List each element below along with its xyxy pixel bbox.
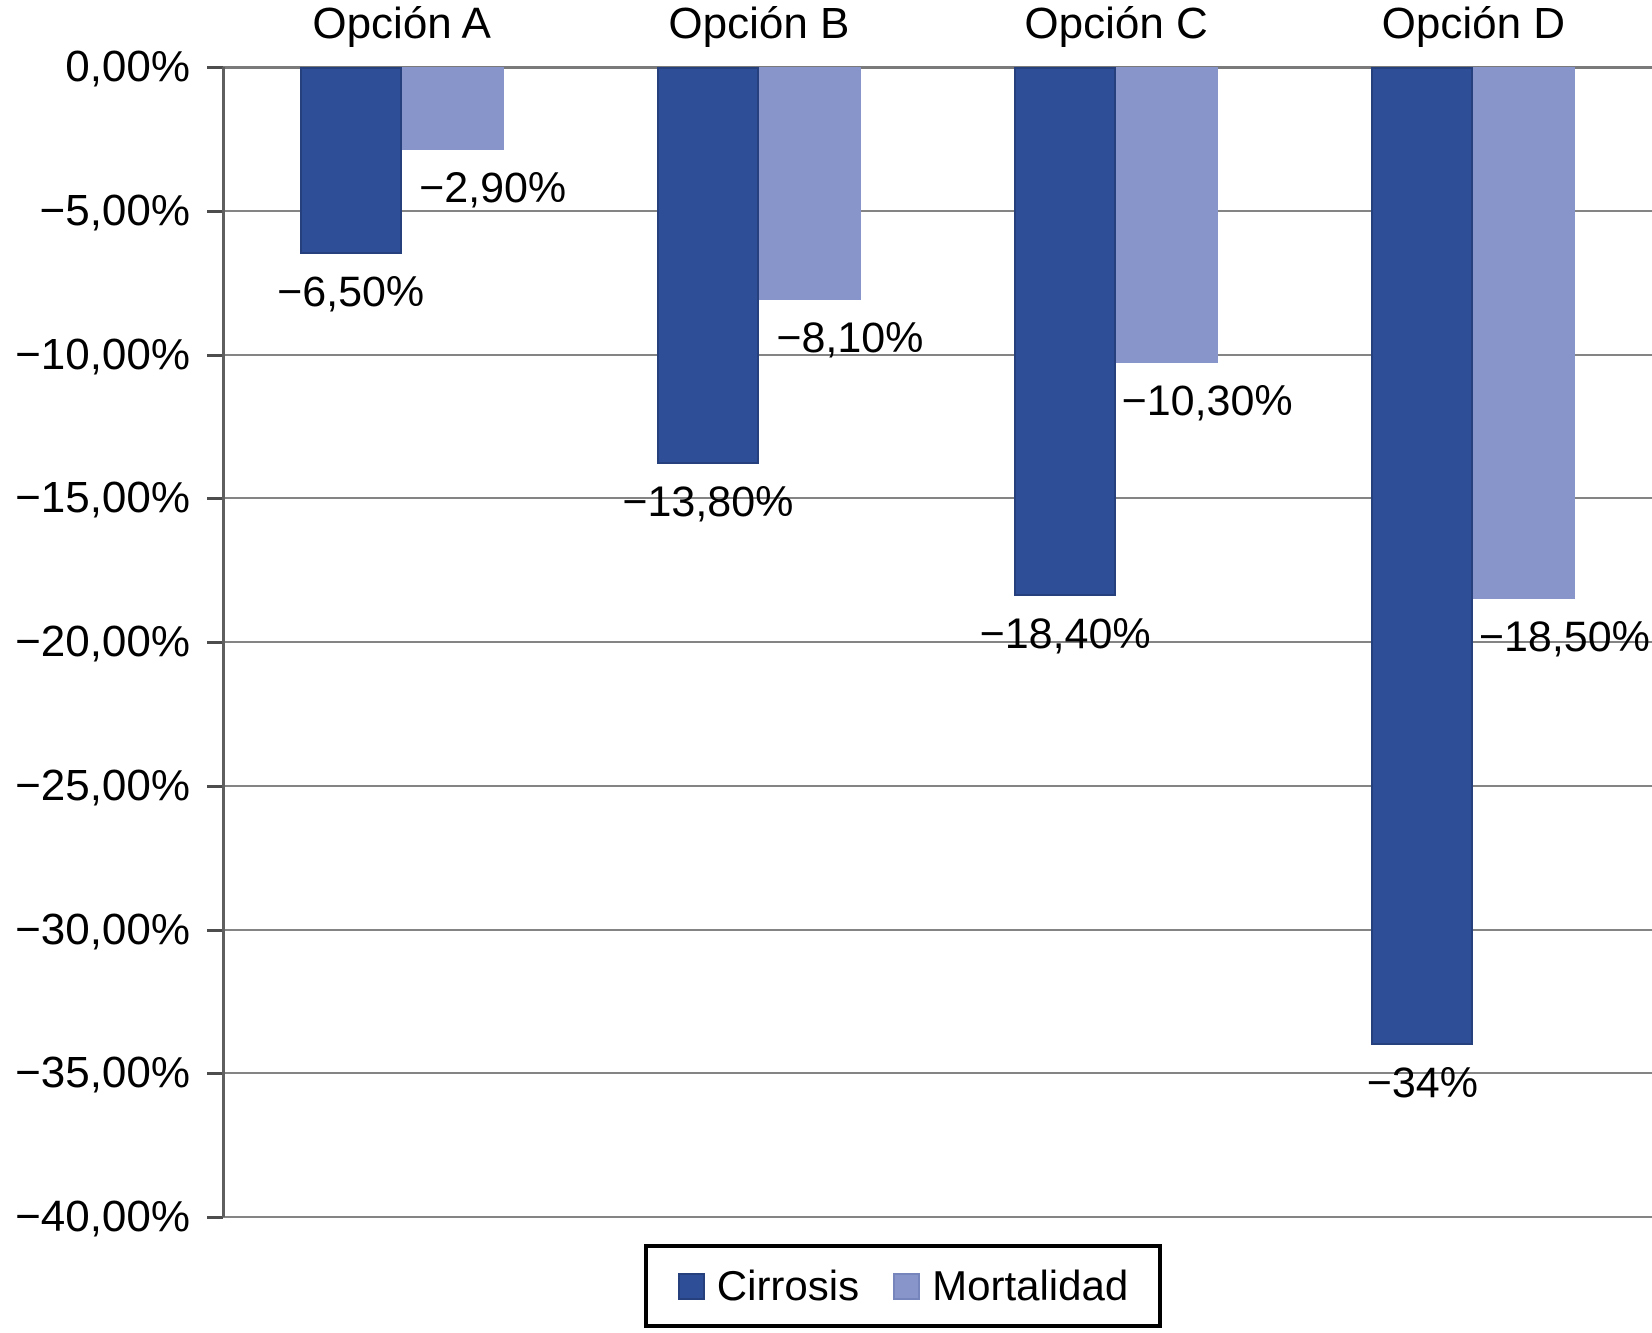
data-label-mortalidad-opcion-c: −10,30%	[1121, 377, 1293, 426]
category-label-opcion-b: Opción B	[668, 0, 850, 48]
y-tick-mark	[207, 641, 223, 644]
data-label-cirrosis-opcion-a: −6,50%	[277, 267, 425, 316]
y-tick-mark	[207, 497, 223, 501]
y-tick-label: −10,00%	[15, 329, 190, 379]
gridline	[223, 209, 1652, 212]
y-tick-label: −40,00%	[15, 1192, 190, 1241]
y-tick-label: −25,00%	[15, 760, 190, 810]
gridline	[223, 928, 1652, 931]
gridline	[223, 353, 1652, 356]
category-label-opcion-c: Opción C	[1024, 0, 1208, 48]
y-tick-mark	[207, 928, 223, 932]
data-label-cirrosis-opcion-d: −34%	[1366, 1058, 1478, 1107]
bar-cirrosis-opcion-a	[299, 67, 402, 254]
y-tick-label: −15,00%	[15, 473, 190, 523]
legend-item-mortalidad: Mortalidad	[893, 1262, 1128, 1310]
legend-marker-mortalidad	[893, 1272, 921, 1300]
y-axis-line	[222, 67, 225, 1217]
category-label-opcion-d: Opción D	[1381, 0, 1566, 48]
legend-box: Cirrosis Mortalidad	[644, 1244, 1162, 1328]
y-tick-label: 0,00%	[65, 42, 190, 91]
bar-mortalidad-opcion-b	[758, 67, 861, 300]
gridline	[223, 641, 1652, 643]
bar-cirrosis-opcion-d	[1371, 67, 1474, 1045]
bar-mortalidad-opcion-a	[401, 67, 504, 151]
data-label-mortalidad-opcion-d: −18,50%	[1478, 612, 1650, 661]
legend-marker-cirrosis	[677, 1272, 705, 1300]
data-label-mortalidad-opcion-a: −2,90%	[419, 164, 567, 213]
bar-mortalidad-opcion-d	[1473, 67, 1576, 599]
y-tick-label: −35,00%	[15, 1048, 190, 1098]
data-label-mortalidad-opcion-b: −8,10%	[776, 313, 924, 362]
y-tick-mark	[207, 66, 223, 69]
gridline	[223, 1072, 1652, 1075]
y-tick-mark	[207, 1072, 223, 1076]
category-label-opcion-a: Opción A	[312, 0, 491, 48]
gridline	[223, 1216, 1652, 1218]
y-tick-label: −5,00%	[39, 185, 190, 235]
bar-cirrosis-opcion-c	[1014, 67, 1117, 596]
gridline	[223, 784, 1652, 787]
bar-mortalidad-opcion-c	[1116, 67, 1219, 364]
data-label-cirrosis-opcion-c: −18,40%	[979, 610, 1151, 658]
legend-label-cirrosis: Cirrosis	[716, 1262, 860, 1309]
y-tick-mark	[207, 353, 223, 357]
zero-gridline	[223, 66, 1652, 69]
y-tick-label: −30,00%	[15, 904, 190, 954]
y-tick-mark	[207, 209, 223, 213]
y-tick-label: −20,00%	[15, 617, 190, 666]
legend-item-cirrosis: Cirrosis	[677, 1262, 860, 1310]
gridline	[223, 497, 1652, 500]
y-tick-mark	[207, 784, 223, 788]
bar-cirrosis-opcion-b	[656, 67, 759, 464]
y-tick-mark	[207, 1216, 223, 1219]
legend-label-mortalidad: Mortalidad	[932, 1262, 1129, 1309]
data-label-cirrosis-opcion-b: −13,80%	[622, 477, 794, 526]
